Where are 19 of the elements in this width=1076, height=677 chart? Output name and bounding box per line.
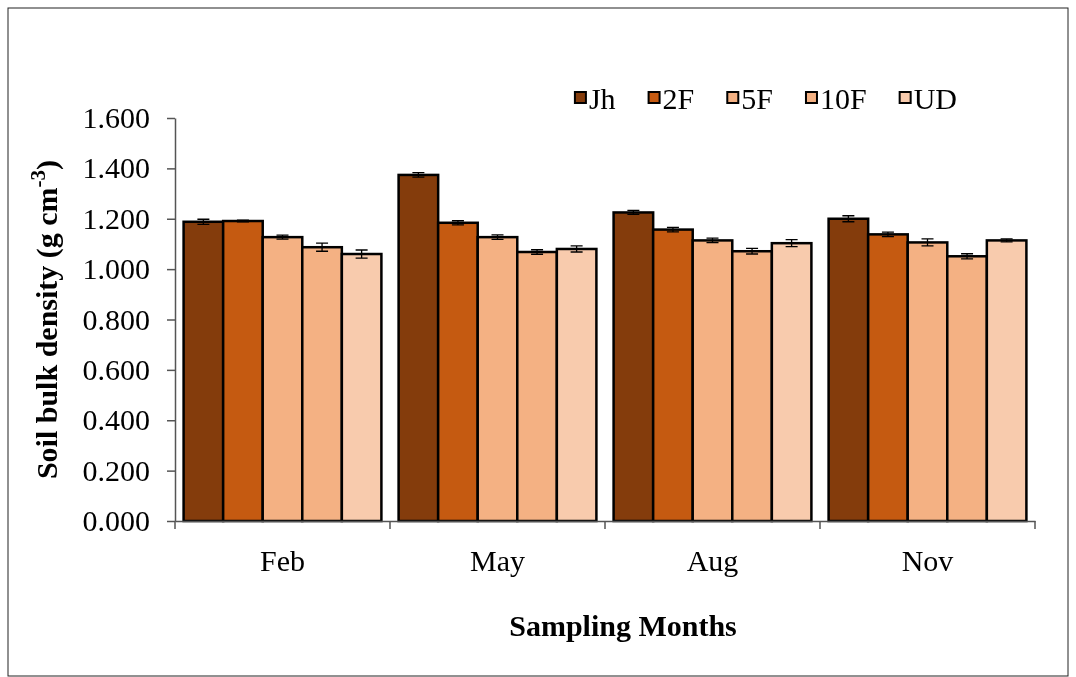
x-tick-label: May (470, 544, 525, 578)
y-tick-label: 1.600 (82, 101, 150, 135)
y-tick-label: 0.400 (82, 403, 150, 437)
legend-label: 2F (662, 82, 695, 115)
y-tick-label: 0.800 (82, 302, 150, 336)
legend-label: 5F (741, 82, 773, 115)
y-tick-label: 1.200 (82, 201, 150, 235)
legend-label: 10F (819, 82, 867, 115)
y-tick-label: 0.200 (82, 453, 150, 487)
y-tick-label: 1.000 (82, 252, 150, 286)
legend-label: Jh (588, 82, 616, 115)
x-tick-label: Nov (901, 544, 954, 578)
y-tick-label: 0.000 (82, 504, 150, 538)
x-tick-label: Feb (260, 544, 305, 578)
y-tick-label: 0.600 (82, 352, 150, 386)
x-axis-title: Sampling Months (509, 609, 737, 642)
legend-label: UD (913, 82, 957, 115)
x-tick-label: Aug (686, 544, 739, 578)
y-tick-label: 1.400 (82, 151, 150, 185)
